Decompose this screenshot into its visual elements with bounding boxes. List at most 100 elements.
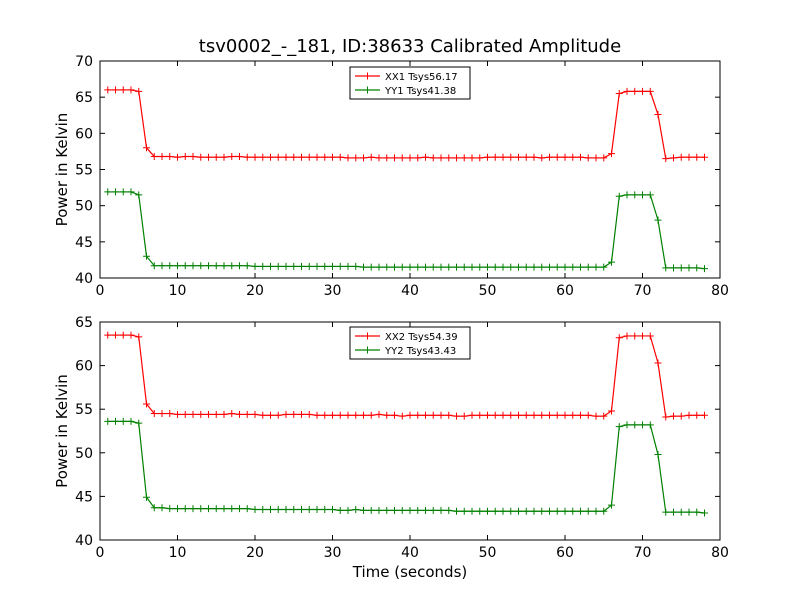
data-point [507, 411, 515, 419]
data-point [174, 505, 181, 513]
data-point [189, 505, 197, 513]
data-point [336, 506, 344, 514]
data-point [104, 417, 112, 425]
data-point [305, 262, 313, 270]
data-point [398, 263, 406, 271]
data-point [553, 507, 561, 515]
data-point [267, 153, 274, 161]
data-point [166, 152, 174, 160]
data-point [491, 153, 499, 161]
data-point [360, 411, 367, 419]
data-point [631, 87, 639, 95]
data-point [150, 504, 158, 512]
data-point [670, 412, 677, 420]
y-axis-label: Power in Kelvin [53, 374, 71, 488]
data-point [290, 505, 298, 513]
data-point [569, 153, 577, 161]
data-point [662, 508, 670, 516]
data-point [236, 152, 243, 160]
data-point [243, 505, 251, 513]
bottom-panel: 0 10 20 30 40 50 60 70 80 40 45 50 55 60 65 Power in Ke… [53, 315, 729, 581]
data-point [476, 154, 484, 162]
data-point [677, 412, 685, 420]
data-point [290, 410, 298, 418]
legend-label: XX2 Tsys54.39 [385, 332, 458, 343]
data-point [546, 153, 553, 161]
data-point [546, 411, 553, 419]
data-point [546, 263, 553, 271]
data-point [677, 264, 685, 272]
data-point [662, 264, 670, 272]
data-point [553, 263, 561, 271]
data-point [119, 417, 127, 425]
data-point [127, 331, 135, 339]
data-point [507, 507, 515, 515]
data-point [685, 264, 693, 272]
data-point [336, 153, 344, 161]
x-tick-label: 80 [711, 545, 729, 561]
data-point [158, 504, 166, 512]
data-point [344, 154, 352, 162]
data-point [150, 152, 158, 160]
data-point [639, 191, 646, 199]
data-point [228, 262, 236, 270]
data-point [243, 153, 251, 161]
data-point [406, 263, 414, 271]
x-tick-label: 10 [169, 283, 187, 299]
data-point [460, 412, 468, 420]
data-point [112, 331, 119, 339]
data-point [685, 153, 693, 161]
data-point [592, 263, 600, 271]
data-point [701, 411, 708, 419]
data-point [197, 262, 205, 270]
data-point [693, 264, 701, 272]
data-point [181, 152, 189, 160]
data-point [499, 263, 507, 271]
data-point [670, 264, 677, 272]
data-point [592, 507, 600, 515]
legend-marker [364, 346, 371, 354]
data-point [499, 507, 507, 515]
data-point [135, 333, 143, 341]
data-point [321, 411, 329, 419]
data-point [398, 412, 406, 420]
data-point [166, 410, 174, 418]
data-point [530, 153, 538, 161]
x-tick-label: 20 [246, 545, 264, 561]
data-point [321, 505, 329, 513]
data-point [460, 507, 468, 515]
x-tick-label: 30 [324, 283, 342, 299]
data-point [336, 411, 344, 419]
data-point [104, 331, 112, 339]
data-point [143, 252, 150, 260]
data-point [228, 505, 236, 513]
data-point [608, 407, 615, 415]
x-tick-label: 70 [634, 545, 652, 561]
data-point [631, 421, 639, 429]
data-point [584, 507, 592, 515]
data-point [491, 263, 499, 271]
x-axis-label: Time (seconds) [352, 563, 468, 581]
data-point [538, 411, 546, 419]
data-point [352, 262, 360, 270]
legend-marker [364, 72, 371, 80]
data-point [336, 262, 344, 270]
data-point [515, 263, 522, 271]
data-point [282, 410, 290, 418]
data-point [220, 505, 228, 513]
data-point [484, 507, 491, 515]
legend-label: YY1 Tsys41.38 [384, 86, 456, 97]
data-point [414, 154, 422, 162]
data-point [282, 505, 290, 513]
data-point [662, 155, 670, 163]
data-point [305, 505, 313, 513]
data-point [484, 263, 491, 271]
data-point [623, 87, 631, 95]
data-point [422, 411, 429, 419]
data-point [391, 263, 398, 271]
data-point [522, 507, 530, 515]
x-tick-label: 30 [324, 545, 342, 561]
data-point [491, 411, 499, 419]
data-point [313, 153, 321, 161]
data-point [530, 411, 538, 419]
